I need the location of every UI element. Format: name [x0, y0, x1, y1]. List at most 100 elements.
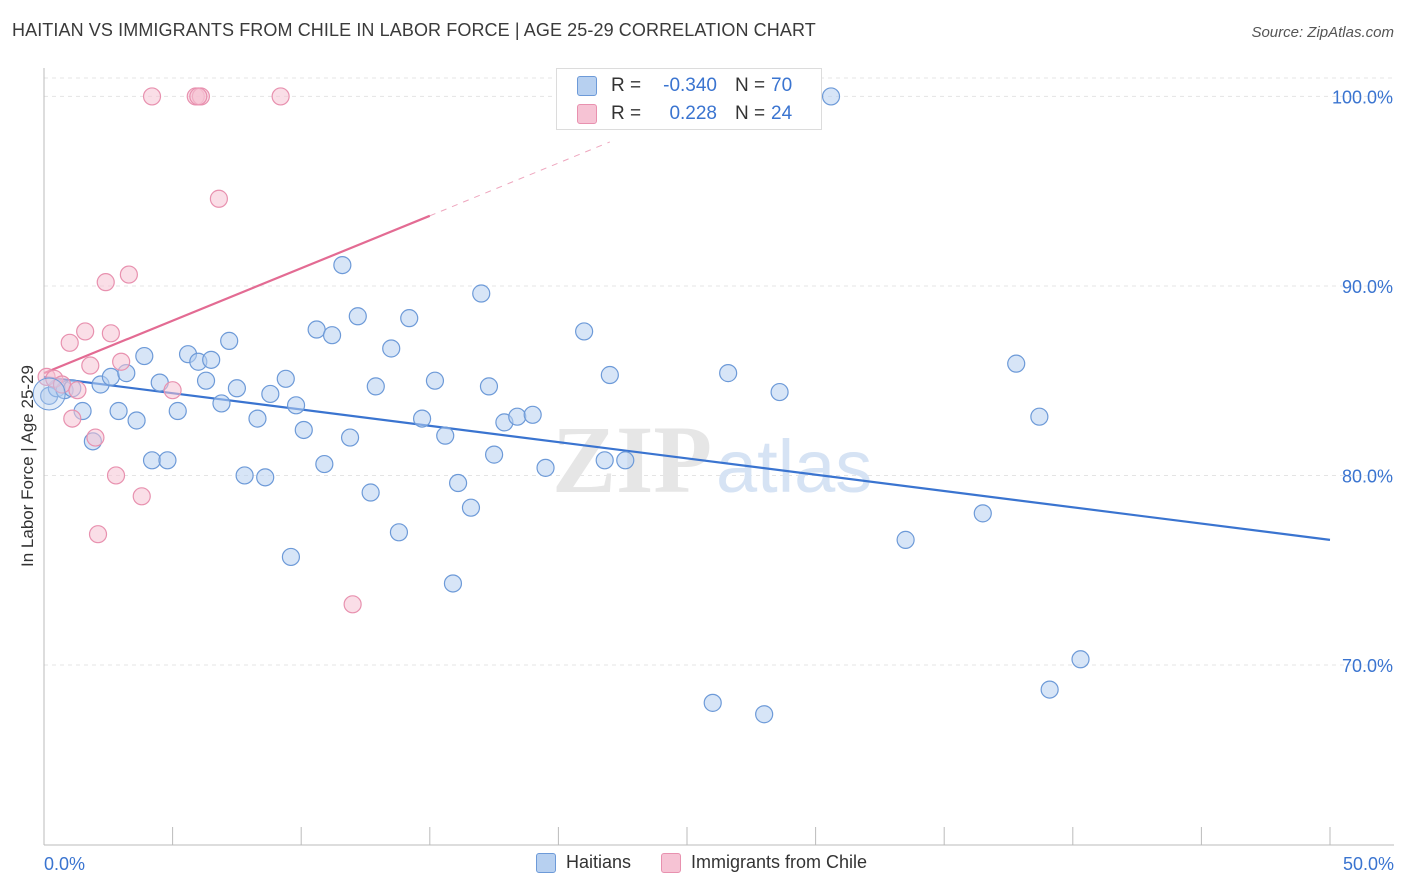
chile-point [63, 409, 82, 428]
haitians-swatch [577, 76, 597, 96]
y-tick-label: 70.0% [1342, 656, 1393, 676]
haitians-point [382, 339, 401, 358]
haitians-point [220, 331, 239, 350]
haitians-point [616, 451, 635, 470]
haitians-point [202, 350, 221, 369]
haitians-point [276, 369, 295, 388]
haitians-point [461, 498, 481, 517]
source-credit: Source: ZipAtlas.com [1251, 24, 1394, 41]
legend-item-haitians: Haitians [536, 852, 631, 873]
haitians-point [703, 693, 722, 712]
chile-point [76, 322, 95, 341]
haitians-point [595, 451, 614, 470]
haitians-point [127, 411, 146, 430]
haitians-point [412, 409, 432, 428]
haitians-point [485, 445, 504, 464]
watermark-atlas: atlas [716, 425, 872, 508]
haitians-point [101, 367, 120, 387]
haitians-point [212, 394, 231, 413]
x-tick-label-max: 50.0% [1343, 854, 1394, 874]
haitians-point [256, 468, 275, 487]
haitians-point [227, 379, 246, 398]
x-tick-label-min: 0.0% [44, 854, 85, 874]
haitians-point [425, 371, 445, 390]
gridlines [44, 77, 1394, 666]
chile-legend-swatch [661, 852, 682, 873]
haitians-point [168, 401, 187, 421]
haitians-point [294, 420, 313, 440]
haitians-point [436, 426, 455, 445]
haitians-point [508, 407, 527, 426]
haitians-point [196, 371, 216, 390]
chile-point [101, 324, 120, 343]
haitians-point [158, 451, 177, 470]
y-tick-label: 80.0% [1342, 466, 1393, 486]
haitians-point [235, 466, 254, 485]
chile-point [106, 466, 126, 485]
haitians-point [1071, 650, 1090, 669]
chile-point [112, 352, 131, 371]
chile-trend-extension [429, 141, 611, 217]
haitians-r-label: R = [611, 75, 642, 96]
chile-point [81, 356, 100, 375]
haitians-legend-swatch [536, 852, 556, 873]
haitians-point [135, 346, 154, 366]
chile-point [343, 595, 362, 614]
chile-point [60, 333, 79, 352]
chile-point [86, 428, 105, 447]
haitians-point [1007, 354, 1026, 373]
haitians-point [575, 322, 594, 341]
haitians-point [281, 547, 301, 567]
haitians-trend-line [43, 375, 1331, 541]
axis-labels: 70.0% 80.0% 90.0% 100.0% 0.0% 50.0% [44, 87, 1394, 874]
chile-r-label: R = [611, 103, 642, 124]
haitians-n-label: N = [735, 75, 766, 96]
haitians-point [261, 384, 280, 404]
chile-point [163, 381, 182, 400]
haitians-point [973, 504, 992, 523]
stats-legend: R = -0.340 N = 70 R = 0.228 N = 24 [556, 68, 822, 130]
haitians-point [340, 428, 360, 447]
haitians-point [389, 523, 409, 542]
chile-point [271, 87, 290, 106]
haitians-point [400, 309, 419, 328]
haitians-point [536, 458, 555, 477]
haitians-point [443, 574, 463, 593]
trend-lines [43, 141, 1331, 541]
chile-swatch [577, 104, 597, 124]
haitians-legend-label: Haitians [566, 852, 632, 872]
chart-title: HAITIAN VS IMMIGRANTS FROM CHILE IN LABO… [12, 20, 816, 40]
chile-point [209, 189, 228, 208]
chile-point [68, 381, 87, 400]
chile-r-value: 0.228 [669, 103, 717, 124]
haitians-point [600, 365, 619, 385]
haitians-point [286, 396, 306, 415]
haitians-point-cluster [32, 377, 66, 411]
y-axis-label: In Labor Force | Age 25-29 [18, 365, 37, 567]
chile-point [119, 265, 138, 284]
haitians-point [479, 377, 499, 396]
y-tick-label: 90.0% [1342, 277, 1393, 297]
axes [43, 68, 1394, 846]
haitians-point [472, 284, 491, 303]
chile-point [142, 87, 162, 106]
haitians-point [109, 401, 128, 421]
chile-point [189, 87, 208, 106]
chile-point [96, 273, 115, 292]
chile-trend-line [43, 214, 431, 375]
chile-n-label: N = [735, 103, 766, 124]
chile-n-value: 24 [771, 103, 793, 124]
haitians-point [142, 451, 162, 470]
haitians-point [896, 530, 915, 549]
y-tick-label: 100.0% [1332, 87, 1393, 107]
haitians-r-value: -0.340 [663, 75, 717, 96]
haitians-point [366, 377, 385, 396]
haitians-point [719, 364, 738, 383]
haitians-point [333, 255, 352, 275]
haitians-point [307, 320, 326, 339]
haitians-point [348, 307, 367, 326]
series-legend: Haitians Immigrants from Chile [536, 852, 897, 873]
data-points [32, 87, 1090, 724]
legend-row-haitians: R = -0.340 N = 70 [577, 73, 792, 99]
